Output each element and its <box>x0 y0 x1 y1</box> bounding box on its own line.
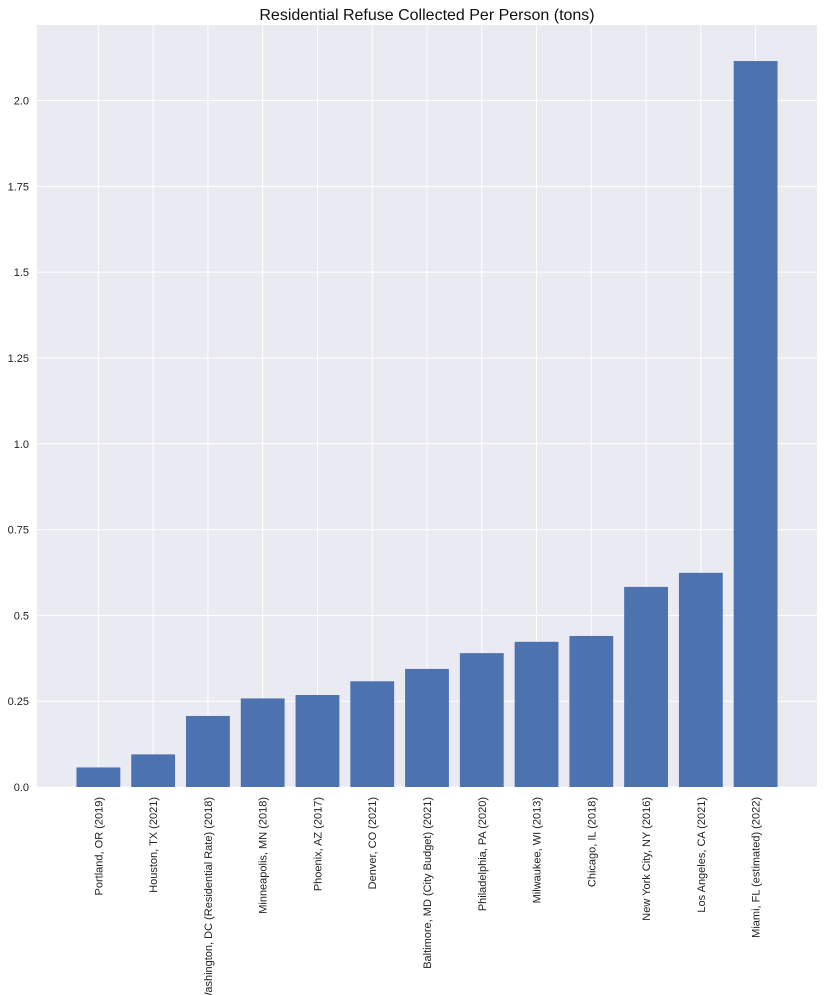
y-tick-label: 1.25 <box>8 353 29 365</box>
y-tick-label: 0.5 <box>14 610 29 622</box>
x-tick-label: Portland, OR (2019) <box>93 797 105 895</box>
bar <box>624 586 668 787</box>
x-tick-label: Philadelphia, PA (2020) <box>477 797 489 911</box>
x-tick-label: Denver, CO (2021) <box>367 797 379 889</box>
bar <box>678 572 723 787</box>
bar <box>733 61 778 788</box>
x-tick-label: Phoenix, AZ (2017) <box>312 797 324 891</box>
bar <box>459 653 504 787</box>
bar <box>569 635 614 787</box>
y-tick-label: 0.75 <box>8 525 29 537</box>
y-tick-label: 1.0 <box>14 439 29 451</box>
bar <box>350 681 395 787</box>
x-tick-label: Miami, FL (estimated) (2022) <box>751 797 763 938</box>
y-axis-ticks: 0.0 0.25 0.5 0.75 1.0 1.25 1.5 1.75 2.0 <box>8 96 29 794</box>
x-tick-label: New York City, NY (2016) <box>641 797 653 921</box>
x-tick-label: Baltimore, MD (City Budget) (2021) <box>422 797 434 969</box>
bar <box>131 754 176 787</box>
bars <box>76 61 778 788</box>
y-tick-label: 0.25 <box>8 696 29 708</box>
x-tick-label: Washington, DC (Residential Rate) (2018) <box>203 797 215 995</box>
bar <box>240 698 285 787</box>
x-tick-label: Minneapolis, MN (2018) <box>258 797 270 914</box>
x-tick-label: Milwaukee, WI (2013) <box>532 797 544 903</box>
x-axis-ticks: Portland, OR (2019) Houston, TX (2021) Was… <box>93 797 762 995</box>
bar <box>295 695 340 787</box>
x-tick-label: Chicago, IL (2018) <box>586 797 598 887</box>
y-tick-label: 1.5 <box>14 267 29 279</box>
x-tick-label: Los Angeles, CA (2021) <box>696 797 708 913</box>
x-tick-label: Houston, TX (2021) <box>148 797 160 893</box>
y-tick-label: 2.0 <box>14 96 29 108</box>
bar <box>405 668 449 787</box>
y-tick-label: 0.0 <box>14 782 29 794</box>
y-tick-label: 1.75 <box>8 181 29 193</box>
bar <box>186 715 230 787</box>
bar <box>76 767 121 787</box>
chart-title: Residential Refuse Collected Per Person … <box>259 7 594 24</box>
bar <box>514 641 559 787</box>
